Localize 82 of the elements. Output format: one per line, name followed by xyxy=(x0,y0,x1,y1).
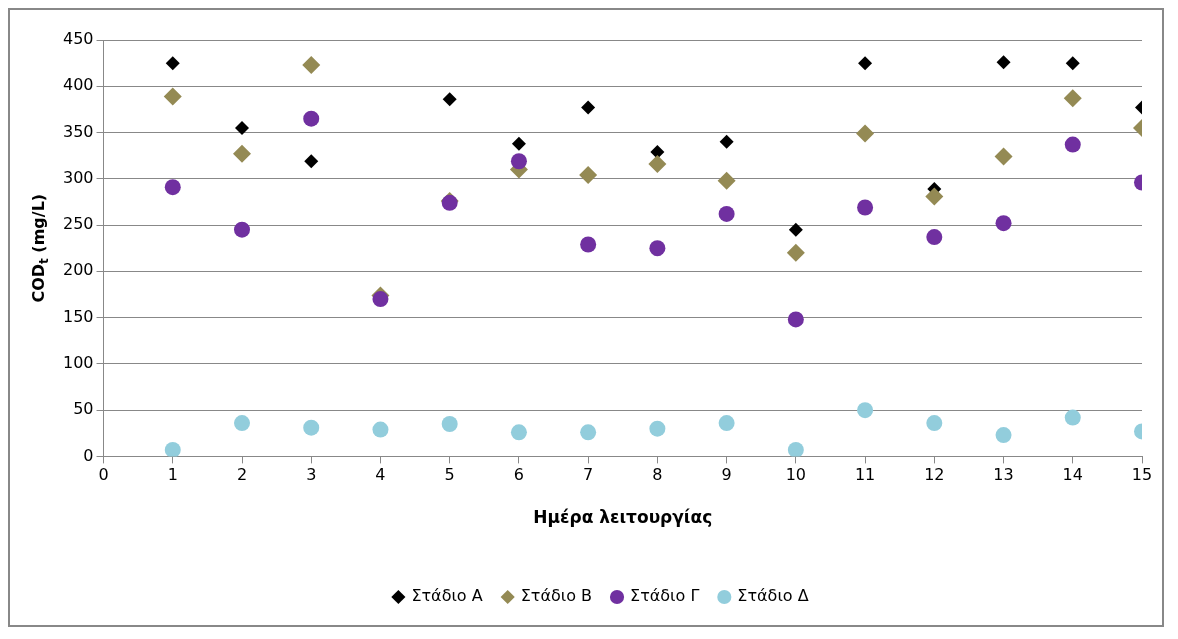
x-tick-label: 8 xyxy=(652,465,663,485)
point xyxy=(718,205,735,222)
y-axis-title: CODt (mg/L) xyxy=(29,193,52,303)
point xyxy=(1064,409,1081,426)
point xyxy=(304,154,319,169)
x-tick-label: 10 xyxy=(785,465,807,485)
y-tick-label: 150 xyxy=(62,306,94,326)
point xyxy=(580,236,597,253)
y-tick-label: 450 xyxy=(62,29,94,49)
point xyxy=(163,87,182,106)
point xyxy=(1065,56,1080,71)
point xyxy=(995,427,1012,444)
point xyxy=(580,424,597,441)
x-tick-label: 12 xyxy=(924,465,945,485)
point xyxy=(579,166,598,185)
x-tick-label: 3 xyxy=(306,465,317,485)
x-tick-label: 6 xyxy=(513,465,525,485)
point xyxy=(856,124,875,143)
point xyxy=(995,215,1012,232)
point xyxy=(648,155,667,173)
x-tick-label: 0 xyxy=(98,465,109,485)
point xyxy=(925,187,944,206)
legend-label: Στάδιο Β xyxy=(520,586,593,606)
point xyxy=(372,291,389,308)
x-tick-label: 7 xyxy=(583,465,594,485)
point xyxy=(650,144,665,159)
x-tick-label: 5 xyxy=(444,465,455,485)
legend-label: Στάδιο Γ xyxy=(630,586,700,606)
point xyxy=(372,421,389,438)
point xyxy=(164,441,181,457)
point xyxy=(442,92,457,107)
y-tick-label: 350 xyxy=(62,121,94,141)
point xyxy=(441,416,458,433)
point xyxy=(581,100,596,115)
x-tick-label: 15 xyxy=(1131,465,1153,485)
y-tick-label: 250 xyxy=(62,214,94,234)
point xyxy=(926,229,943,246)
point xyxy=(787,311,804,328)
point xyxy=(303,110,320,127)
point xyxy=(302,55,321,74)
x-tick-label: 4 xyxy=(375,465,386,485)
point xyxy=(1064,136,1081,153)
y-tick-label: 300 xyxy=(62,167,94,187)
point xyxy=(996,55,1011,70)
point xyxy=(718,415,735,432)
y-tick-label: 0 xyxy=(83,445,94,465)
x-tick-label: 11 xyxy=(854,465,876,485)
point xyxy=(165,56,180,71)
point xyxy=(857,402,874,419)
point xyxy=(510,424,527,441)
point xyxy=(994,147,1013,166)
x-tick-label: 13 xyxy=(993,465,1014,485)
point xyxy=(717,171,736,190)
point xyxy=(235,120,249,135)
point xyxy=(164,179,181,196)
point xyxy=(649,420,666,437)
point xyxy=(787,441,804,457)
legend-label: Στάδιο Δ xyxy=(737,586,809,606)
point xyxy=(511,136,526,151)
y-tick-label: 100 xyxy=(62,353,94,373)
y-tick-label: 50 xyxy=(73,399,94,419)
point xyxy=(233,144,251,163)
x-axis-title: Ημέρα λειτουργίας xyxy=(533,507,713,528)
x-tick-label: 2 xyxy=(236,465,248,485)
y-tick-label: 400 xyxy=(62,75,94,95)
point xyxy=(786,243,805,262)
point xyxy=(788,222,803,237)
x-tick-label: 14 xyxy=(1062,465,1083,485)
point xyxy=(510,153,527,170)
point xyxy=(926,415,943,432)
point xyxy=(857,199,874,216)
y-tick-label: 200 xyxy=(62,260,94,280)
point xyxy=(234,221,250,238)
point xyxy=(303,419,320,436)
point xyxy=(719,134,734,149)
point xyxy=(858,56,873,71)
x-tick-label: 9 xyxy=(721,465,732,485)
legend-label: Στάδιο Α xyxy=(411,586,483,606)
point xyxy=(649,240,666,257)
point xyxy=(234,415,250,432)
point xyxy=(1063,89,1082,108)
x-tick-label: 1 xyxy=(167,465,178,485)
